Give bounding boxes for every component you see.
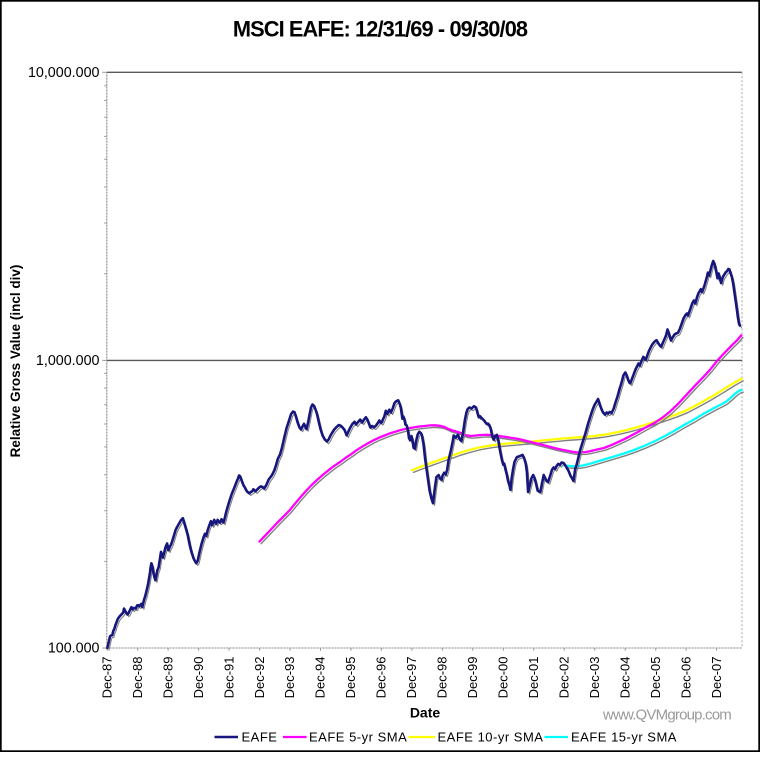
svg-text:Dec-04: Dec-04 <box>617 657 632 699</box>
svg-text:EAFE: EAFE <box>242 730 278 745</box>
svg-text:Date: Date <box>410 705 441 721</box>
svg-text:Dec-96: Dec-96 <box>374 657 389 699</box>
svg-text:Dec-99: Dec-99 <box>465 657 480 699</box>
svg-text:www.QVMgroup.com: www.QVMgroup.com <box>602 707 731 724</box>
svg-text:EAFE 5-yr SMA: EAFE 5-yr SMA <box>309 730 407 745</box>
svg-text:Dec-92: Dec-92 <box>252 657 267 699</box>
svg-text:Dec-98: Dec-98 <box>435 657 450 699</box>
svg-text:Dec-06: Dec-06 <box>678 657 693 699</box>
svg-text:Dec-00: Dec-00 <box>496 657 511 699</box>
svg-text:Dec-94: Dec-94 <box>313 657 328 699</box>
svg-text:Relative Gross Value (incl div: Relative Gross Value (incl div) <box>8 265 23 458</box>
svg-text:Dec-89: Dec-89 <box>160 657 175 699</box>
svg-text:Dec-03: Dec-03 <box>587 657 602 699</box>
svg-text:10,000.000: 10,000.000 <box>28 65 100 81</box>
svg-text:Dec-05: Dec-05 <box>648 657 663 699</box>
svg-text:Dec-02: Dec-02 <box>557 657 572 699</box>
svg-text:Dec-88: Dec-88 <box>130 657 145 699</box>
svg-text:EAFE 15-yr SMA: EAFE 15-yr SMA <box>571 730 677 745</box>
svg-text:MSCI EAFE: 12/31/69 - 09/30/08: MSCI EAFE: 12/31/69 - 09/30/08 <box>233 17 528 42</box>
svg-text:Dec-91: Dec-91 <box>221 657 236 699</box>
svg-text:Dec-07: Dec-07 <box>709 657 724 699</box>
svg-text:Dec-93: Dec-93 <box>282 657 297 699</box>
svg-text:Dec-95: Dec-95 <box>343 657 358 699</box>
svg-text:EAFE 10-yr SMA: EAFE 10-yr SMA <box>438 730 544 745</box>
svg-text:100.000: 100.000 <box>48 641 100 657</box>
svg-text:Dec-87: Dec-87 <box>99 657 114 699</box>
svg-text:Dec-01: Dec-01 <box>526 657 541 699</box>
svg-text:Dec-97: Dec-97 <box>404 657 419 699</box>
svg-text:Dec-90: Dec-90 <box>191 657 206 699</box>
svg-text:1,000.000: 1,000.000 <box>36 353 100 369</box>
